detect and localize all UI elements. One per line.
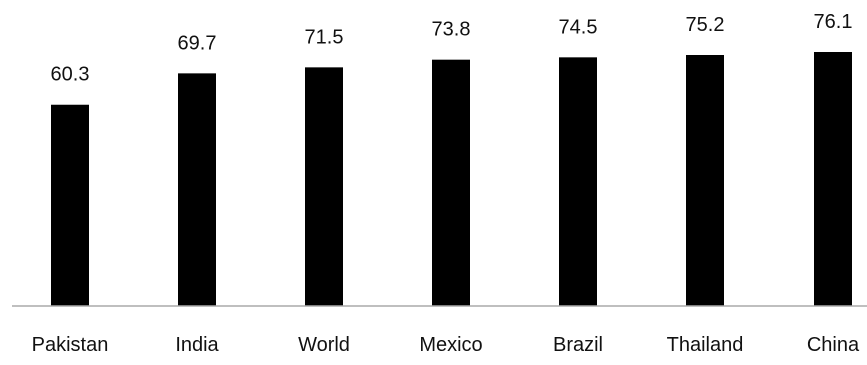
bar-india <box>178 73 216 307</box>
bar-mexico <box>432 59 470 306</box>
bar-world <box>305 67 343 306</box>
category-labels-layer: Pakistan India World Mexico Brazil Thailand Ch… <box>32 334 860 356</box>
category-label-mexico: Mexico <box>419 334 482 356</box>
bars-layer <box>51 52 852 307</box>
value-label-world: 71.5 <box>305 26 344 48</box>
value-label-china: 76.1 <box>814 11 853 33</box>
value-label-brazil: 74.5 <box>559 16 598 38</box>
category-label-brazil: Brazil <box>553 334 603 356</box>
category-label-china: China <box>807 334 860 356</box>
bar-thailand <box>686 55 724 307</box>
value-labels-layer: 60.3 69.7 71.5 73.8 74.5 75.2 76.1 <box>51 11 853 86</box>
category-label-thailand: Thailand <box>667 334 744 356</box>
category-label-india: India <box>175 334 219 356</box>
bar-brazil <box>559 57 597 306</box>
category-label-pakistan: Pakistan <box>32 334 109 356</box>
value-label-india: 69.7 <box>178 32 217 54</box>
bar-pakistan <box>51 104 89 306</box>
value-label-pakistan: 60.3 <box>51 64 90 86</box>
category-label-world: World <box>298 334 350 356</box>
value-label-mexico: 73.8 <box>432 19 471 41</box>
bar-china <box>814 52 852 306</box>
value-label-thailand: 75.2 <box>686 14 725 36</box>
